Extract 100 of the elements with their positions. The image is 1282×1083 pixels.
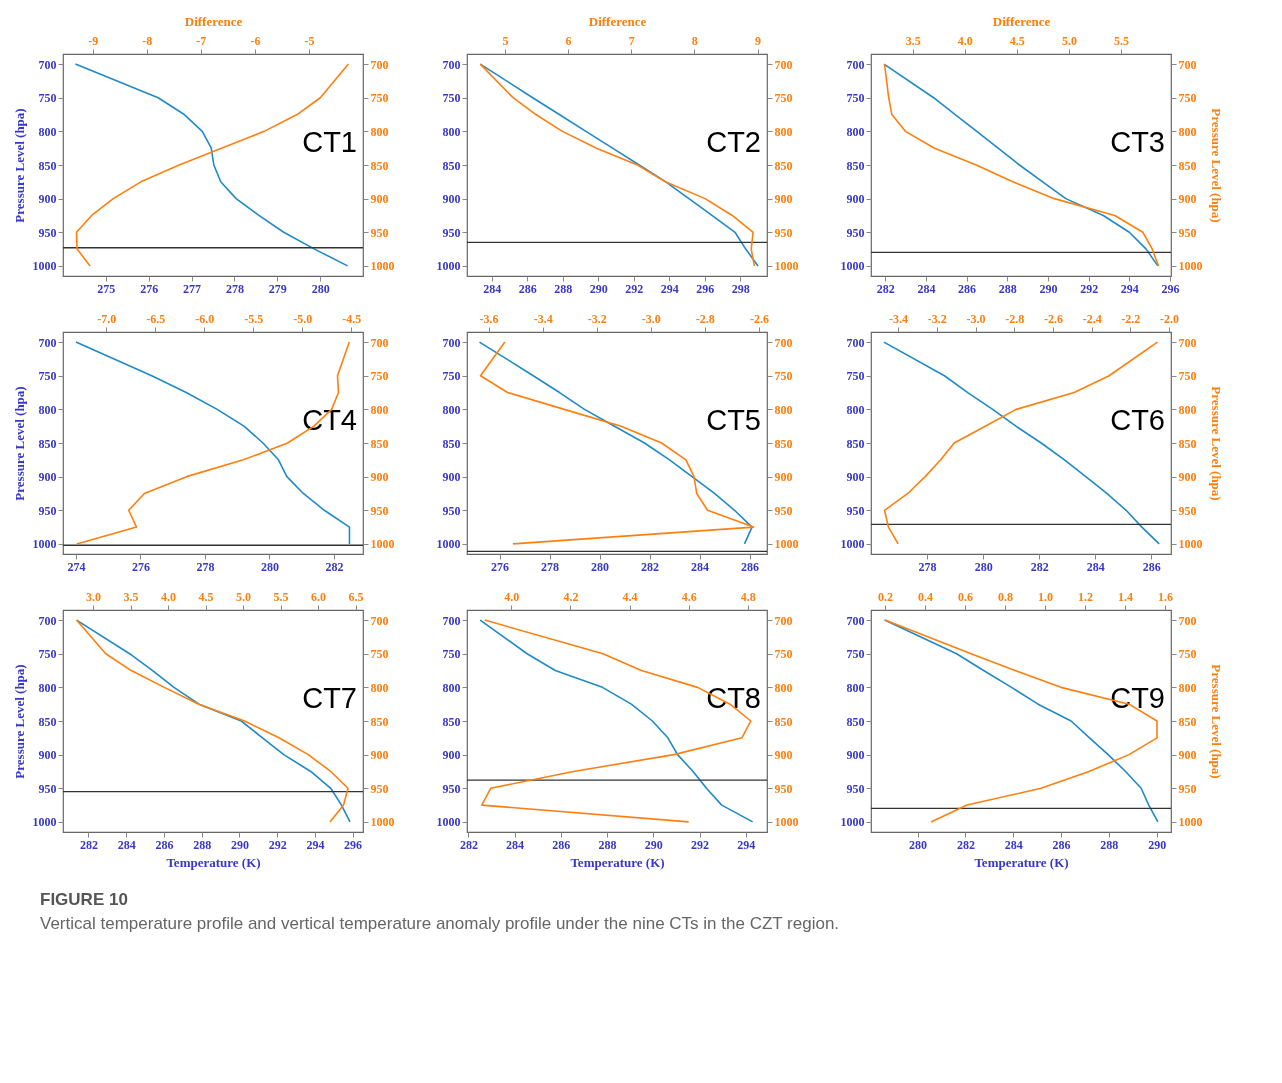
x-tick-label: 276 — [140, 281, 159, 296]
y-tick-label: 950 — [38, 225, 57, 240]
x-tick-label: 284 — [506, 837, 525, 852]
y-tick-label: 800 — [442, 402, 461, 417]
y-tick-label: 1000 — [32, 815, 57, 830]
y2-tick-label: 700 — [370, 57, 389, 72]
y-tick-label: 800 — [442, 680, 461, 695]
y2-tick-label: 700 — [1178, 613, 1197, 628]
y-tick-label: 850 — [38, 714, 57, 729]
x-tick-label: 290 — [589, 281, 608, 296]
x2-tick-label: 6.0 — [311, 589, 326, 604]
x-tick-label: 294 — [737, 837, 756, 852]
y2-tick-label: 850 — [774, 436, 793, 451]
y-tick-label: 900 — [442, 748, 461, 763]
x2-tick-label: -3.4 — [533, 311, 553, 326]
y2-tick-label: 850 — [1178, 158, 1197, 173]
y-tick-label: 950 — [846, 781, 865, 796]
y-tick-label: 950 — [442, 503, 461, 518]
x-tick-label: 282 — [459, 837, 478, 852]
x-tick-label: 294 — [660, 281, 679, 296]
y2-tick-label: 1000 — [370, 537, 395, 552]
x-tick-label: 288 — [998, 281, 1017, 296]
y2-tick-label: 950 — [370, 503, 389, 518]
x2-tick-label: 9 — [755, 33, 762, 48]
x2-tick-label: 0.2 — [878, 589, 893, 604]
x2-tick-label: 5.0 — [1061, 33, 1077, 48]
y2-tick-label: 800 — [774, 402, 793, 417]
y-tick-label: 1000 — [436, 537, 461, 552]
y2-tick-label: 1000 — [370, 815, 395, 830]
x2-tick-label: -3.4 — [889, 311, 909, 326]
x2-tick-label: 4.2 — [563, 589, 579, 604]
y2-tick-label: 900 — [1178, 748, 1197, 763]
y-tick-label: 750 — [846, 369, 865, 384]
x2-tick-label: -6.5 — [146, 311, 166, 326]
y2-axis-title: Pressure Level (hpa) — [1208, 386, 1224, 501]
y2-tick-label: 750 — [1178, 647, 1197, 662]
x2-tick-label: 4.0 — [161, 589, 176, 604]
x2-tick-label: -2.4 — [1082, 311, 1102, 326]
x-tick-label: 296 — [1161, 281, 1180, 296]
x-tick-label: 286 — [155, 837, 174, 852]
x2-tick-label: -7 — [196, 33, 207, 48]
y-tick-label: 750 — [442, 91, 461, 106]
y-tick-label: 1000 — [32, 259, 57, 274]
x2-tick-label: -2.6 — [1043, 311, 1063, 326]
y2-tick-label: 750 — [774, 647, 793, 662]
y2-tick-label: 950 — [370, 781, 389, 796]
annotation: CT5 — [706, 403, 761, 436]
y2-tick-label: 850 — [370, 436, 389, 451]
x2-tick-label: -5.0 — [293, 311, 313, 326]
y2-tick-label: 900 — [774, 748, 793, 763]
y-tick-label: 1000 — [436, 259, 461, 274]
y2-tick-label: 800 — [1178, 124, 1197, 139]
x-tick-label: 286 — [552, 837, 571, 852]
x2-tick-label: 4.6 — [681, 589, 697, 604]
annotation: CT1 — [302, 125, 357, 158]
y2-tick-label: 750 — [370, 369, 389, 384]
x2-tick-label: 1.4 — [1118, 589, 1133, 604]
y2-tick-label: 700 — [370, 335, 389, 350]
x2-tick-label: -2.8 — [695, 311, 715, 326]
y-tick-label: 900 — [442, 470, 461, 485]
y-axis-title: Pressure Level (hpa) — [11, 108, 27, 223]
y2-tick-label: 1000 — [1178, 537, 1203, 552]
y-tick-label: 950 — [38, 781, 57, 796]
x-tick-label: 298 — [731, 281, 750, 296]
x-tick-label: 282 — [1030, 559, 1049, 574]
y-tick-label: 800 — [846, 402, 865, 417]
x-tick-label: 290 — [230, 837, 249, 852]
x-tick-label: 290 — [1148, 837, 1167, 852]
y2-tick-label: 1000 — [370, 259, 395, 274]
y-tick-label: 750 — [442, 369, 461, 384]
y-tick-label: 900 — [38, 748, 57, 763]
x-tick-label: 278 — [918, 559, 937, 574]
y2-tick-label: 900 — [774, 470, 793, 485]
x-tick-label: 294 — [1120, 281, 1139, 296]
x-tick-label: 284 — [1004, 837, 1023, 852]
x-tick-label: 282 — [79, 837, 98, 852]
x2-axis-title: Difference — [992, 13, 1051, 29]
x-tick-label: 280 — [311, 281, 330, 296]
y2-tick-label: 950 — [1178, 781, 1197, 796]
y2-tick-label: 800 — [774, 680, 793, 695]
y-tick-label: 850 — [38, 436, 57, 451]
x-axis-title: Temperature (K) — [166, 854, 261, 870]
x-tick-label: 288 — [554, 281, 573, 296]
x2-tick-label: 3.0 — [86, 589, 101, 604]
y2-tick-label: 800 — [370, 680, 389, 695]
y-tick-label: 800 — [38, 680, 57, 695]
x2-tick-label: 3.5 — [123, 589, 139, 604]
y-tick-label: 900 — [38, 470, 57, 485]
x-tick-label: 274 — [67, 559, 86, 574]
y-tick-label: 700 — [38, 613, 57, 628]
y2-tick-label: 1000 — [1178, 259, 1203, 274]
x-tick-label: 278 — [225, 281, 244, 296]
x-tick-label: 282 — [641, 559, 659, 574]
y-tick-label: 750 — [38, 647, 57, 662]
y-tick-label: 700 — [846, 57, 865, 72]
x-tick-label: 278 — [196, 559, 215, 574]
y2-tick-label: 950 — [1178, 225, 1197, 240]
y2-tick-label: 800 — [774, 124, 793, 139]
x2-tick-label: 4.0 — [504, 589, 520, 604]
y-axis-title: Pressure Level (hpa) — [11, 386, 27, 501]
